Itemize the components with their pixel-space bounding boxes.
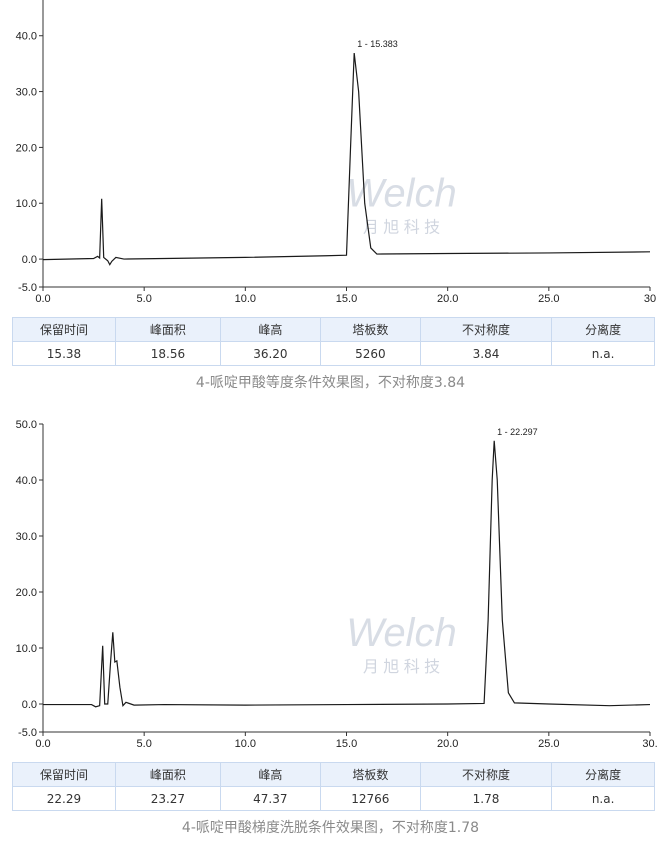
x-tick-label: 10.0 (235, 738, 256, 750)
peak-label: 1 - 15.383 (357, 39, 398, 49)
x-tick-label: 15.0 (336, 738, 357, 750)
table-cell: 5260 (319, 341, 421, 366)
x-tick-label: 10.0 (235, 293, 256, 305)
table-cell: 分离度 (551, 317, 655, 342)
table-cell: 15.38 (12, 341, 116, 366)
table-cell: n.a. (551, 341, 655, 366)
trace (43, 440, 651, 708)
table-cell: 1.78 (419, 786, 553, 811)
table-row: 15.38 18.56 36.20 5260 3.84 n.a. (12, 341, 655, 366)
y-tick-label: 20.0 (16, 142, 37, 154)
table-cell: 保留时间 (12, 762, 116, 787)
table-row: 22.29 23.27 47.37 12766 1.78 n.a. (12, 786, 655, 811)
table-cell: 47.37 (219, 786, 321, 811)
x-tick-label: 25.0 (538, 293, 559, 305)
y-tick-label: 10.0 (16, 643, 37, 655)
x-tick-label: 30 (644, 293, 656, 305)
table-cell: 不对称度 (419, 317, 553, 342)
result-table: 保留时间 峰面积 峰高 塔板数 不对称度 分离度 15.38 18.56 36.20 5260 3.… (12, 317, 655, 366)
table-cell: 峰面积 (114, 762, 221, 787)
table-row: 保留时间 峰面积 峰高 塔板数 不对称度 分离度 (12, 762, 655, 787)
x-tick-label: 20.0 (437, 738, 458, 750)
y-tick-label: 30.0 (16, 87, 37, 99)
table-cell: 36.20 (219, 341, 321, 366)
watermark-title: Welch (346, 611, 456, 655)
watermark-subtitle: 月 旭 科 技 (363, 219, 440, 237)
table-cell: 塔板数 (319, 317, 421, 342)
y-tick-label: 20.0 (16, 587, 37, 599)
y-tick-label: 40.0 (16, 475, 37, 487)
y-tick-label: 30.0 (16, 531, 37, 543)
table-cell: 保留时间 (12, 317, 116, 342)
table-cell: 18.56 (114, 341, 221, 366)
x-tick-label: 0.0 (35, 293, 50, 305)
x-tick-label: 30. (642, 738, 657, 750)
table-cell: 23.27 (114, 786, 221, 811)
x-tick-label: 25.0 (538, 738, 559, 750)
x-tick-label: 15.0 (336, 293, 357, 305)
caption: 4-哌啶甲酸梯度洗脱条件效果图，不对称度1.78 (181, 820, 480, 836)
y-tick-label: -5.0 (18, 282, 37, 294)
table-cell: 22.29 (12, 786, 116, 811)
x-tick-label: 5.0 (137, 738, 152, 750)
y-tick-label: 10.0 (16, 198, 37, 210)
watermark-subtitle: 月 旭 科 技 (363, 658, 440, 676)
table-cell: 3.84 (419, 341, 553, 366)
table-row: 保留时间 峰面积 峰高 塔板数 不对称度 分离度 (12, 317, 655, 342)
table-cell: 峰面积 (114, 317, 221, 342)
y-tick-label: 40.0 (16, 31, 37, 43)
table-cell: 峰高 (219, 317, 321, 342)
table-cell: 12766 (319, 786, 421, 811)
table-cell: 不对称度 (419, 762, 553, 787)
x-tick-label: 0.0 (35, 738, 50, 750)
x-tick-label: 20.0 (437, 293, 458, 305)
table-cell: 塔板数 (319, 762, 421, 787)
trace (42, 52, 651, 266)
result-table: 保留时间 峰面积 峰高 塔板数 不对称度 分离度 22.29 23.27 47.37 12766 1… (12, 762, 655, 811)
x-tick-label: 5.0 (137, 293, 152, 305)
y-tick-label: -5.0 (18, 727, 37, 739)
table-cell: 峰高 (219, 762, 321, 787)
table-cell: 分离度 (551, 762, 655, 787)
peak-label: 1 - 22.297 (497, 427, 538, 437)
caption: 4-哌啶甲酸等度条件效果图，不对称度3.84 (195, 375, 466, 391)
y-tick-label: 0.0 (22, 699, 37, 711)
table-cell: n.a. (551, 786, 655, 811)
y-tick-label: 0.0 (22, 254, 37, 266)
y-tick-label: 50.0 (16, 419, 37, 431)
